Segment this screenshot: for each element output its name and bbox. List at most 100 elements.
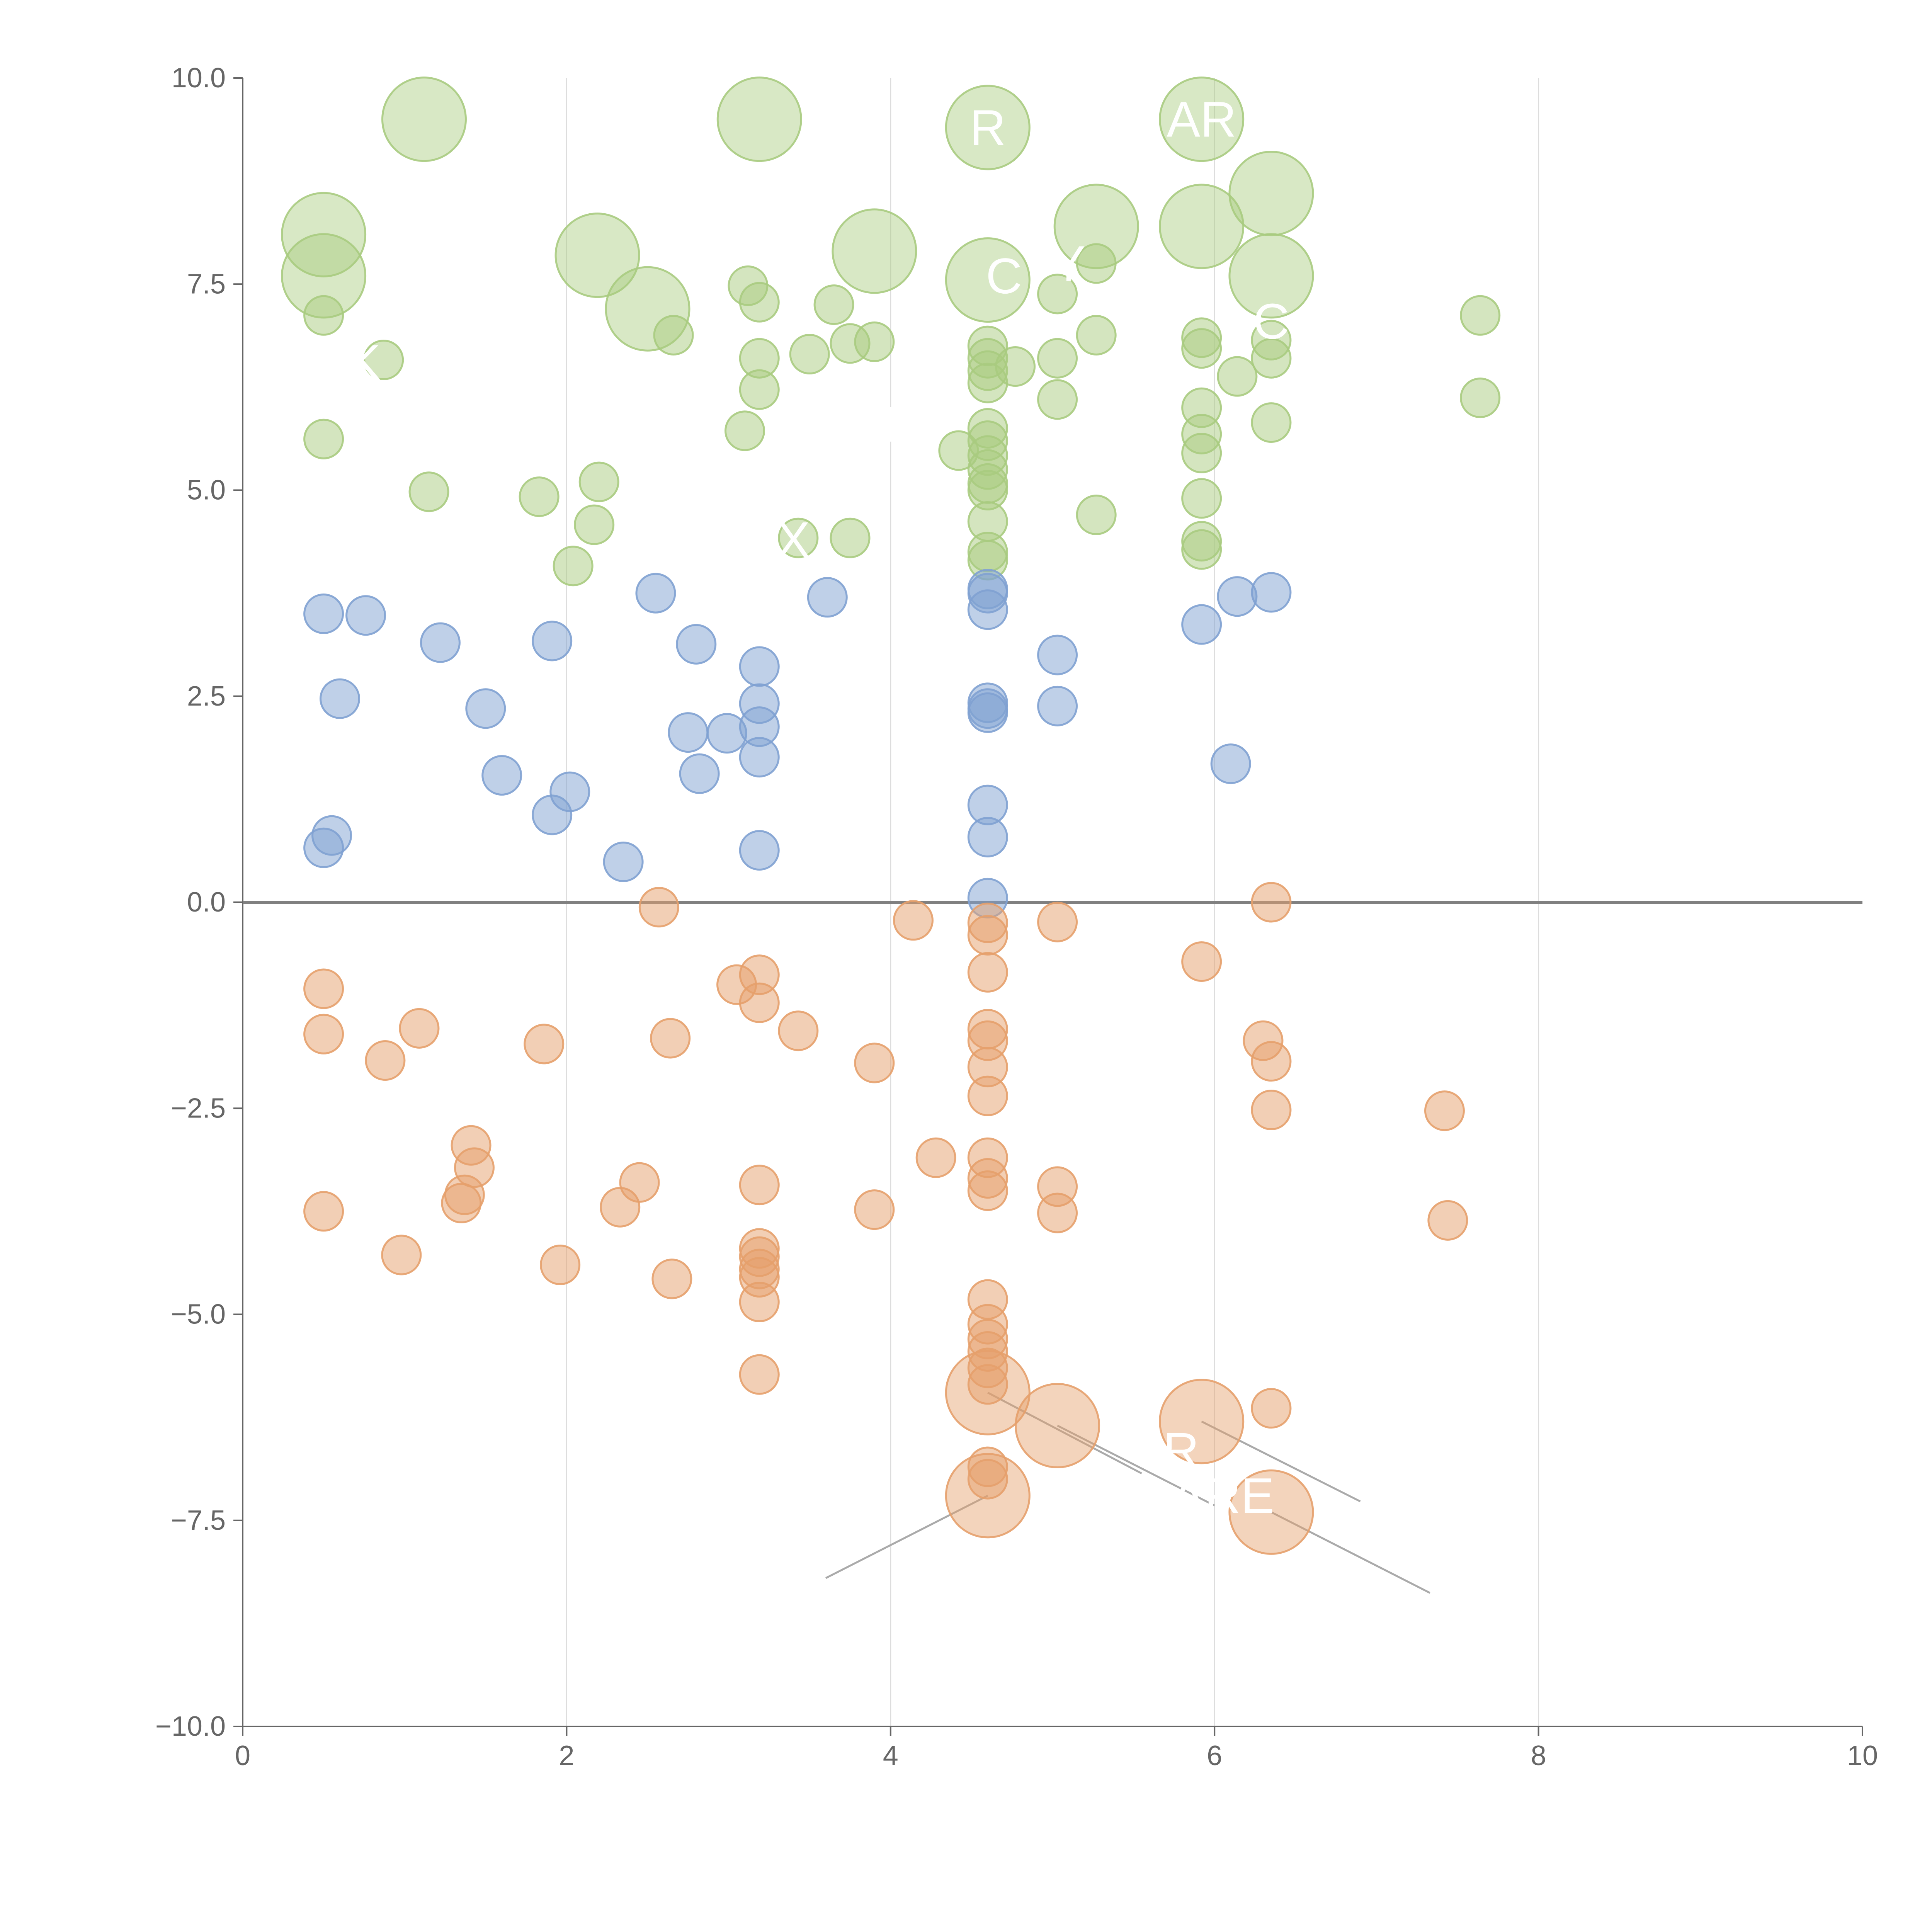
blue-point-7 bbox=[481, 755, 522, 796]
blue-point-17 bbox=[739, 646, 780, 687]
y-tick-label-7: −7.5 bbox=[171, 1505, 226, 1536]
orange-point-57 bbox=[1037, 1192, 1078, 1233]
blue-point-35 bbox=[1217, 576, 1258, 617]
blue-point-37 bbox=[1210, 743, 1251, 784]
orange-point-10 bbox=[381, 1235, 422, 1276]
blue-point-21 bbox=[739, 830, 780, 871]
green-point-13 bbox=[1228, 233, 1314, 319]
x-tick-label-0: 0 bbox=[235, 1740, 250, 1771]
green-point-63 bbox=[1217, 356, 1258, 397]
y-tick-label-4: 0.0 bbox=[187, 887, 226, 918]
blue-point-15 bbox=[679, 753, 720, 794]
green-point-62 bbox=[1181, 529, 1222, 570]
blue-point-34 bbox=[1181, 604, 1222, 645]
green-point-60 bbox=[1181, 478, 1222, 519]
blue-point-12 bbox=[635, 573, 676, 614]
green-point-51 bbox=[1037, 379, 1078, 420]
green-point-0 bbox=[381, 77, 467, 162]
blue-point-28 bbox=[967, 692, 1008, 733]
point-label-8: IR bbox=[1149, 1422, 1199, 1478]
orange-point-4 bbox=[1228, 1469, 1314, 1555]
green-point-22 bbox=[653, 315, 694, 355]
leader-line-4 bbox=[1270, 1511, 1430, 1594]
green-point-28 bbox=[789, 334, 830, 375]
orange-point-14 bbox=[454, 1147, 495, 1188]
leader-lines bbox=[825, 1391, 1430, 1594]
green-point-53 bbox=[1076, 315, 1117, 355]
blue-point-1 bbox=[345, 595, 386, 636]
blue-point-5 bbox=[420, 622, 461, 663]
orange-point-52 bbox=[967, 1364, 1008, 1405]
green-point-3 bbox=[1159, 77, 1245, 162]
orange-point-15 bbox=[524, 1024, 565, 1065]
blue-point-10 bbox=[549, 771, 590, 812]
orange-point-46 bbox=[967, 1170, 1008, 1211]
orange-point-64 bbox=[1424, 1090, 1465, 1131]
orange-point-20 bbox=[650, 1018, 691, 1059]
x-tick-label-2: 4 bbox=[883, 1740, 898, 1771]
green-point-56 bbox=[1181, 328, 1222, 369]
blue-point-14 bbox=[676, 624, 717, 665]
blue-point-30 bbox=[967, 816, 1008, 857]
orange-point-25 bbox=[739, 1165, 780, 1206]
blue-point-36 bbox=[1251, 572, 1292, 613]
leader-line-2 bbox=[1057, 1425, 1215, 1507]
green-point-21 bbox=[578, 461, 619, 502]
orange-point-63 bbox=[1251, 1388, 1292, 1429]
y-tick-label-8: −10.0 bbox=[155, 1711, 226, 1742]
orange-point-61 bbox=[1251, 1090, 1292, 1131]
green-point-15 bbox=[363, 339, 404, 380]
data-points bbox=[281, 77, 1501, 1555]
orange-point-8 bbox=[399, 1008, 440, 1049]
y-axis-ticks: 10.0 7.5 5.0 2.5 0.0 −2.5 −5.0 −7.5 −10.0 bbox=[155, 63, 243, 1742]
blue-point-13 bbox=[668, 712, 709, 753]
green-point-7 bbox=[554, 213, 640, 298]
orange-point-30 bbox=[739, 1282, 780, 1323]
green-point-18 bbox=[519, 476, 560, 517]
point-label-4: C bbox=[1253, 293, 1289, 349]
green-point-48 bbox=[995, 346, 1036, 387]
blue-point-33 bbox=[1037, 685, 1078, 726]
green-point-2 bbox=[945, 85, 1031, 170]
green-point-4 bbox=[1228, 151, 1314, 236]
orange-point-33 bbox=[854, 1043, 895, 1083]
y-tick-label-5: −2.5 bbox=[171, 1093, 226, 1124]
y-tick-label-0: 10.0 bbox=[172, 63, 226, 94]
green-point-54 bbox=[1076, 494, 1117, 535]
orange-point-32 bbox=[778, 1010, 819, 1051]
orange-point-60 bbox=[1251, 1041, 1292, 1082]
orange-point-7 bbox=[365, 1040, 406, 1081]
orange-point-36 bbox=[915, 1137, 956, 1178]
green-point-16 bbox=[303, 418, 344, 459]
green-point-50 bbox=[1037, 338, 1078, 379]
point-label-9: ARE bbox=[1171, 1468, 1274, 1524]
green-point-59 bbox=[1181, 433, 1222, 474]
blue-point-20 bbox=[739, 737, 780, 778]
green-point-65 bbox=[1251, 338, 1292, 379]
green-point-66 bbox=[1251, 402, 1292, 443]
leader-line-3 bbox=[1201, 1420, 1361, 1502]
green-point-33 bbox=[830, 517, 871, 558]
y-tick-label-3: 2.5 bbox=[187, 681, 226, 712]
orange-point-54 bbox=[967, 1459, 1008, 1500]
orange-point-58 bbox=[1181, 941, 1222, 982]
blue-point-32 bbox=[1037, 634, 1078, 675]
x-tick-label-4: 8 bbox=[1531, 1740, 1546, 1771]
x-axis-ticks: 0 2 4 6 8 10 bbox=[235, 1726, 1878, 1771]
blue-point-25 bbox=[967, 589, 1008, 630]
x-tick-label-3: 6 bbox=[1207, 1740, 1222, 1771]
y-tick-label-1: 7.5 bbox=[187, 269, 226, 299]
y-tick-label-2: 5.0 bbox=[187, 475, 226, 506]
orange-point-16 bbox=[540, 1245, 581, 1286]
green-point-52 bbox=[1076, 243, 1117, 284]
green-point-19 bbox=[553, 546, 594, 587]
orange-point-21 bbox=[651, 1259, 692, 1299]
blue-point-4 bbox=[303, 827, 344, 868]
green-point-30 bbox=[813, 284, 854, 325]
green-point-8 bbox=[832, 208, 917, 294]
orange-point-34 bbox=[854, 1189, 895, 1230]
point-label-6: T bbox=[875, 396, 906, 452]
leader-line-1 bbox=[987, 1391, 1142, 1475]
